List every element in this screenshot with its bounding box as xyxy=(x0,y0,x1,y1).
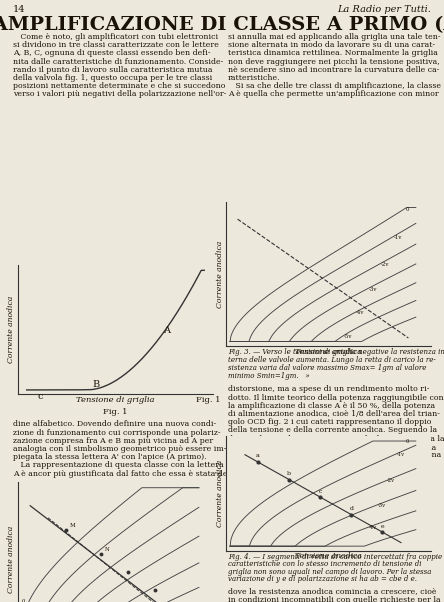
Text: -5v: -5v xyxy=(344,334,352,339)
Text: M: M xyxy=(69,523,75,529)
Text: La rappresentazione di questa classe con la lettera: La rappresentazione di questa classe con… xyxy=(13,461,224,470)
Text: -2v: -2v xyxy=(387,479,395,483)
Text: 0: 0 xyxy=(22,598,25,602)
Text: si annulla mai ed applicando alla griglia una tale ten-: si annulla mai ed applicando alla grigli… xyxy=(228,33,440,41)
Text: A è ancor più giustificata dal fatto che essa è stata de-: A è ancor più giustificata dal fatto che… xyxy=(13,470,230,477)
Text: zazione compresa fra A e B ma più vicina ad A per: zazione compresa fra A e B ma più vicina… xyxy=(13,436,213,445)
Text: Fig. 4. — I segmenti di retta di carico intercettati fra coppie di: Fig. 4. — I segmenti di retta di carico … xyxy=(228,553,444,561)
Text: nè scendere sino ad incontrare la curvatura delle ca-: nè scendere sino ad incontrare la curvat… xyxy=(228,66,440,74)
Y-axis label: Corrente anodica: Corrente anodica xyxy=(216,240,224,308)
Text: verso i valori più negativi della polarizzazione nell'or-: verso i valori più negativi della polari… xyxy=(13,90,226,98)
Text: 0: 0 xyxy=(406,438,409,444)
Text: -3v: -3v xyxy=(378,503,386,507)
Text: si dividono in tre classi caratterizzate con le lettere: si dividono in tre classi caratterizzate… xyxy=(13,41,219,49)
Text: nita dalle caratteristiche di funzionamento. Conside-: nita dalle caratteristiche di funzioname… xyxy=(13,58,223,66)
Text: retta di carico, si vede che da C ad M si è nella zona: retta di carico, si vede che da C ad M s… xyxy=(228,442,436,451)
Text: distorsione, ma a spese di un rendimento molto ri-: distorsione, ma a spese di un rendimento… xyxy=(228,385,429,393)
Text: -2v: -2v xyxy=(381,262,389,267)
Text: variazione di y e di polarizzazione si ha ab = cbe d e.: variazione di y e di polarizzazione si h… xyxy=(228,575,417,583)
Text: di alimentazione anodica, cioè 1/8 dell'area del trian-: di alimentazione anodica, cioè 1/8 dell'… xyxy=(228,410,440,418)
Text: A: A xyxy=(163,326,170,335)
Text: c: c xyxy=(37,392,43,401)
Text: golo OCD fig. 2 i cui cateti rappresentano il doppio: golo OCD fig. 2 i cui cateti rappresenta… xyxy=(228,418,432,426)
Text: -1v: -1v xyxy=(393,235,402,240)
Text: d: d xyxy=(349,506,353,511)
Text: b: b xyxy=(287,471,291,476)
Text: Fig. 3. — Verso le tensioni di griglia negative la resistenza in-: Fig. 3. — Verso le tensioni di griglia n… xyxy=(228,348,444,356)
Text: delle tensioni positive di griglia e da N a D nella zona: delle tensioni positive di griglia e da … xyxy=(228,451,441,459)
Text: rando il punto di lavoro sulla caratteristica mutua: rando il punto di lavoro sulla caratteri… xyxy=(13,66,213,74)
Text: dove la resistenza anodica comincia a crescere, cioè: dove la resistenza anodica comincia a cr… xyxy=(228,588,436,595)
X-axis label: Tensione di griglia: Tensione di griglia xyxy=(76,396,155,404)
Text: in condizioni incompatibili con quelle richieste per la: in condizioni incompatibili con quelle r… xyxy=(228,595,440,602)
Text: N: N xyxy=(105,547,110,553)
Y-axis label: Corrente anodica: Corrente anodica xyxy=(7,526,15,593)
Text: griglia non sono uguali nel campo di lavoro. Per la stessa: griglia non sono uguali nel campo di lav… xyxy=(228,568,432,576)
Text: Come è noto, gli amplificatori con tubi elettronici: Come è noto, gli amplificatori con tubi … xyxy=(13,33,218,41)
Text: dine alfabetico. Dovendo definire una nuova condi-: dine alfabetico. Dovendo definire una nu… xyxy=(13,420,216,428)
Text: e: e xyxy=(381,524,384,529)
Text: 0: 0 xyxy=(406,206,409,212)
Text: caratteristiche con lo stesso incremento di tensione di: caratteristiche con lo stesso incremento… xyxy=(228,560,421,568)
Y-axis label: Corrente anodica: Corrente anodica xyxy=(7,296,15,363)
Text: A è quella che permette un'amplificazione con minor: A è quella che permette un'amplificazion… xyxy=(228,90,439,98)
Text: sione alternata in modo da lavorare su di una carat-: sione alternata in modo da lavorare su d… xyxy=(228,41,435,49)
Text: della tensione e della corrente anodica. Seguendo la: della tensione e della corrente anodica.… xyxy=(228,426,437,434)
Text: dotto. Il limite teorico della potenza raggiungibile con: dotto. Il limite teorico della potenza r… xyxy=(228,394,444,402)
Text: La Radio per Tutti.: La Radio per Tutti. xyxy=(337,5,431,14)
Y-axis label: Corrente anodica: Corrente anodica xyxy=(216,460,224,527)
Text: la amplificazione di classe A è il 50 %, della potenza: la amplificazione di classe A è il 50 %,… xyxy=(228,402,435,410)
X-axis label: Tensione anodica: Tensione anodica xyxy=(295,552,362,560)
X-axis label: Tensione anodica: Tensione anodica xyxy=(295,347,362,356)
Text: -3v: -3v xyxy=(369,287,377,291)
Text: a: a xyxy=(256,453,260,459)
Text: ratteristiche.: ratteristiche. xyxy=(228,74,281,82)
Text: 14: 14 xyxy=(13,5,25,14)
Text: analogia con il simbolismo geometrico può essere im-: analogia con il simbolismo geometrico pu… xyxy=(13,445,226,453)
Text: L'AMPLIFICAZIONE DI CLASSE A PRIMO (A’): L'AMPLIFICAZIONE DI CLASSE A PRIMO (A’) xyxy=(0,16,444,34)
Text: sistenza varia dal valore massimo Smax= 1gm al valore: sistenza varia dal valore massimo Smax= … xyxy=(228,364,426,371)
Text: teristica dinamica rettilinea. Normalmente la griglia: teristica dinamica rettilinea. Normalmen… xyxy=(228,49,438,57)
Text: non deve raggiungere nei picchi la tensione positiva,: non deve raggiungere nei picchi la tensi… xyxy=(228,58,440,66)
Text: terna delle valvole aumenta. Lungo la retta di carico la re-: terna delle valvole aumenta. Lungo la re… xyxy=(228,356,436,364)
Text: B: B xyxy=(92,380,99,389)
Text: Si sa che delle tre classi di amplificazione, la classe: Si sa che delle tre classi di amplificaz… xyxy=(228,82,441,90)
Text: minimo Smin=1gm.   »: minimo Smin=1gm. » xyxy=(228,371,309,379)
Text: diagonale CD che in questo caso ideale rappresenta la: diagonale CD che in questo caso ideale r… xyxy=(228,435,444,442)
Text: Fig. 1: Fig. 1 xyxy=(103,408,128,417)
Text: della valvola fig. 1, questo occupa per le tre classi: della valvola fig. 1, questo occupa per … xyxy=(13,74,212,82)
Text: zione di funzionamento cui corrisponde una polariz-: zione di funzionamento cui corrisponde u… xyxy=(13,429,221,436)
Text: piegata la stessa lettera A' con l'apice (A primo).: piegata la stessa lettera A' con l'apice… xyxy=(13,453,206,461)
Text: -4v: -4v xyxy=(369,526,377,530)
Text: Fig. 1: Fig. 1 xyxy=(196,396,221,405)
Text: posizioni nettamente determinate e che si succedono: posizioni nettamente determinate e che s… xyxy=(13,82,226,90)
Text: -1v: -1v xyxy=(396,452,404,457)
Text: -4v: -4v xyxy=(356,310,365,315)
Text: c: c xyxy=(318,489,322,494)
Text: A, B, C, ognuna di queste classi essendo ben defi-: A, B, C, ognuna di queste classi essendo… xyxy=(13,49,210,57)
